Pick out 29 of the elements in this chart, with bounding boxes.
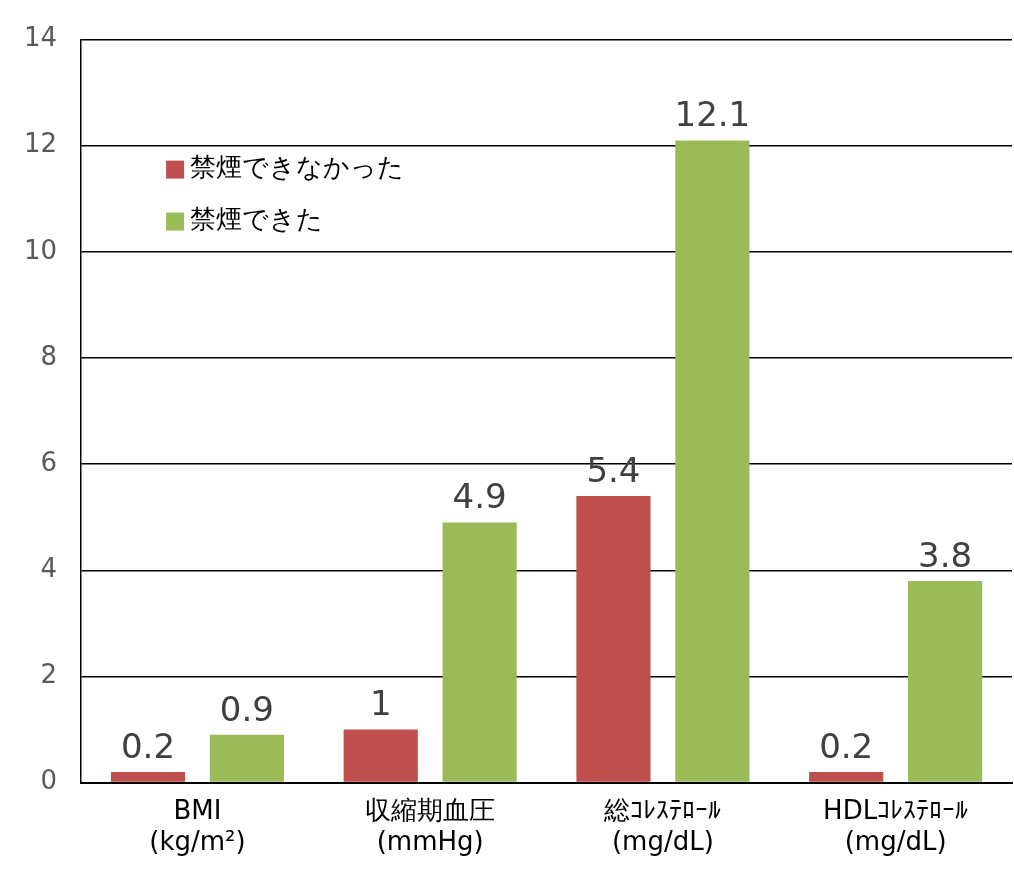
data-label: 1 <box>369 683 392 724</box>
bar <box>209 734 284 782</box>
y-tick-label: 2 <box>40 659 58 690</box>
y-tick-label: 0 <box>40 765 58 796</box>
y-tick-label: 12 <box>23 128 58 159</box>
bar <box>343 729 418 782</box>
data-label: 0.2 <box>120 725 176 766</box>
bar <box>442 522 517 782</box>
y-tick-label: 14 <box>23 22 58 53</box>
x-tick-label: 収縮期血圧 (mmHg) <box>365 794 496 857</box>
data-label: 12.1 <box>674 94 751 135</box>
legend-label: 禁煙できた <box>190 204 324 235</box>
bar <box>809 771 884 782</box>
bar <box>908 580 983 782</box>
bar <box>675 140 750 782</box>
data-label: 4.9 <box>452 476 507 517</box>
y-tick-label: 8 <box>40 340 58 371</box>
y-tick-label: 4 <box>40 553 58 584</box>
x-tick-label: HDLｺﾚｽﾃﾛｰﾙ (mg/dL) <box>823 794 969 857</box>
legend-label: 禁煙できなかった <box>190 152 405 183</box>
x-tick-label: BMI (kg/m²) <box>149 794 246 857</box>
x-tick-label: 総ｺﾚｽﾃﾛｰﾙ (mg/dL) <box>603 794 722 857</box>
y-tick-label: 10 <box>23 234 58 265</box>
data-label: 0.9 <box>219 688 274 729</box>
data-label: 0.2 <box>819 725 874 766</box>
bar <box>576 496 651 782</box>
data-label: 3.8 <box>918 534 973 575</box>
y-tick-label: 6 <box>40 446 58 477</box>
bar <box>110 771 186 782</box>
